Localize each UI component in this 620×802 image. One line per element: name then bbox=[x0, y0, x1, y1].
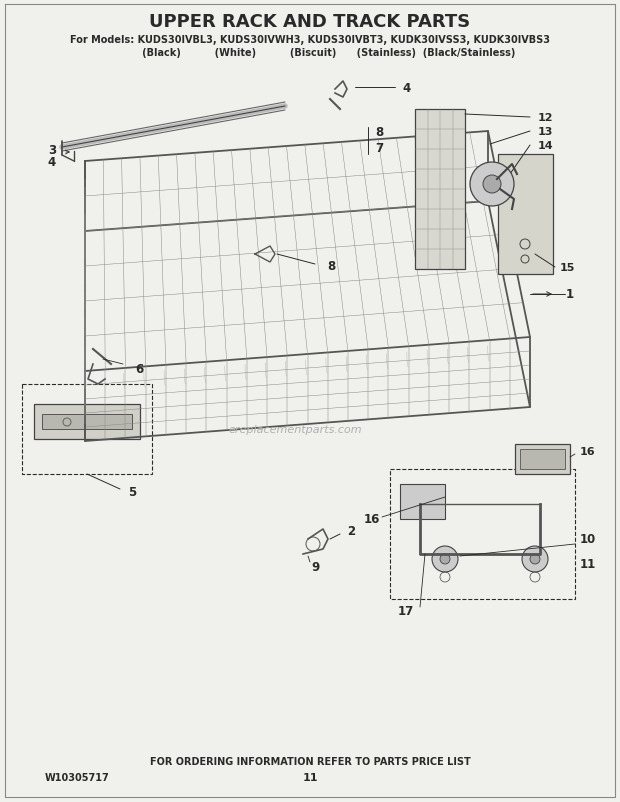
Text: 8: 8 bbox=[375, 127, 383, 140]
Text: 17: 17 bbox=[398, 605, 414, 618]
Text: 12: 12 bbox=[538, 113, 554, 123]
Text: ereplacementparts.com: ereplacementparts.com bbox=[228, 424, 362, 435]
Text: 6: 6 bbox=[135, 363, 143, 376]
Polygon shape bbox=[415, 110, 465, 269]
Circle shape bbox=[432, 546, 458, 573]
Text: 10: 10 bbox=[580, 533, 596, 546]
Text: FOR ORDERING INFORMATION REFER TO PARTS PRICE LIST: FOR ORDERING INFORMATION REFER TO PARTS … bbox=[149, 756, 471, 766]
Text: 3: 3 bbox=[48, 144, 56, 156]
Text: For Models: KUDS30IVBL3, KUDS30IVWH3, KUDS30IVBT3, KUDK30IVSS3, KUDK30IVBS3: For Models: KUDS30IVBL3, KUDS30IVWH3, KU… bbox=[70, 35, 550, 45]
Polygon shape bbox=[498, 155, 553, 274]
Text: 8: 8 bbox=[327, 260, 335, 273]
Text: 16: 16 bbox=[363, 512, 380, 526]
Text: 2: 2 bbox=[347, 525, 355, 538]
Text: 4: 4 bbox=[48, 156, 56, 169]
Text: 14: 14 bbox=[538, 141, 554, 151]
Circle shape bbox=[470, 163, 514, 207]
Text: 13: 13 bbox=[538, 127, 554, 137]
Text: 5: 5 bbox=[128, 486, 136, 499]
Polygon shape bbox=[520, 449, 565, 469]
Text: 1: 1 bbox=[566, 288, 574, 301]
Circle shape bbox=[522, 546, 548, 573]
Text: UPPER RACK AND TRACK PARTS: UPPER RACK AND TRACK PARTS bbox=[149, 13, 471, 31]
Text: 16: 16 bbox=[580, 447, 596, 456]
Polygon shape bbox=[34, 404, 140, 439]
Circle shape bbox=[530, 554, 540, 565]
Text: 11: 11 bbox=[580, 558, 596, 571]
Text: 9: 9 bbox=[311, 561, 319, 573]
Text: W10305717: W10305717 bbox=[45, 772, 110, 782]
Text: 15: 15 bbox=[560, 263, 575, 273]
Text: (Black)          (White)          (Biscuit)      (Stainless)  (Black/Stainless): (Black) (White) (Biscuit) (Stainless) (B… bbox=[105, 48, 515, 58]
Text: 7: 7 bbox=[375, 141, 383, 154]
Circle shape bbox=[440, 554, 450, 565]
Circle shape bbox=[483, 176, 501, 194]
Polygon shape bbox=[400, 484, 445, 520]
Text: 4: 4 bbox=[403, 81, 411, 95]
Polygon shape bbox=[42, 415, 132, 429]
Text: 11: 11 bbox=[303, 772, 317, 782]
Polygon shape bbox=[515, 444, 570, 475]
